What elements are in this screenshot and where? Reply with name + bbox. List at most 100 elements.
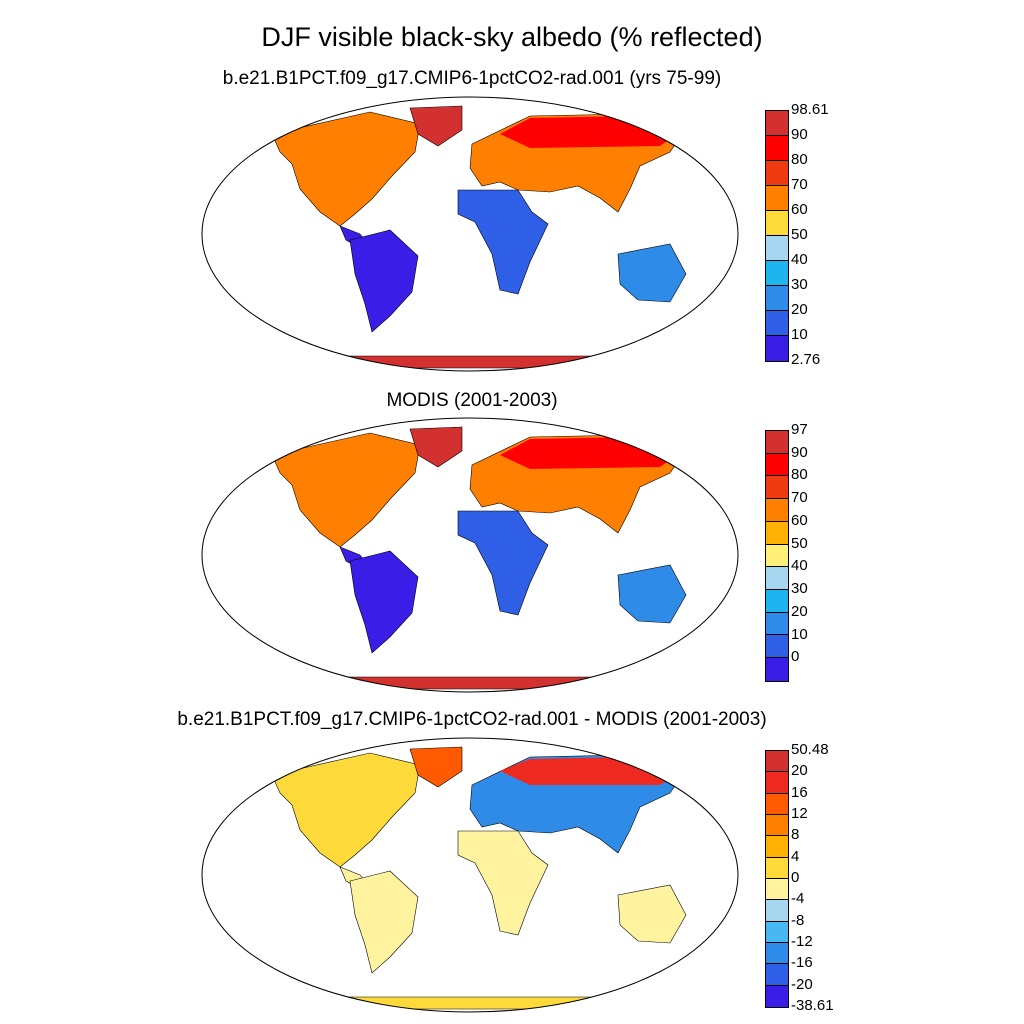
- continent-australia: [617, 243, 687, 303]
- colorbar-tick-label: 20: [791, 602, 808, 620]
- colorbar-swatch: [766, 814, 788, 837]
- colorbar-tick-label: 70: [791, 489, 808, 507]
- colorbar-swatch: [766, 567, 788, 591]
- figure-title: DJF visible black-sky albedo (% reflecte…: [261, 22, 763, 52]
- colorbar-tick-label: 20: [791, 762, 808, 780]
- colorbar-swatch: [766, 211, 788, 236]
- colorbar-swatch: [766, 111, 788, 136]
- map-boundary: [201, 96, 739, 372]
- map-boundary: [201, 737, 739, 1013]
- continent-greenland: [409, 426, 463, 468]
- colorbar-swatch: [766, 793, 788, 815]
- colorbar-swatch: [766, 336, 788, 361]
- colorbar-swatch: [766, 236, 788, 261]
- colorbar-swatch: [766, 453, 788, 477]
- colorbar-tick-label: -20: [791, 975, 813, 993]
- continent-northAmerica: [271, 752, 421, 868]
- colorbar-tick-label: 40: [791, 557, 808, 575]
- colorbar-swatch: [766, 186, 788, 211]
- colorbar-swatch: [766, 261, 788, 286]
- colorbar-swatch: [766, 635, 788, 659]
- colorbar-swatch: [766, 900, 788, 922]
- panel-1-map: [201, 96, 739, 372]
- colorbar-tick-label: 12: [791, 805, 808, 822]
- colorbar-swatch: [766, 286, 788, 311]
- colorbar-tick-label: -38.61: [791, 997, 834, 1014]
- colorbar-tick-label: 30: [791, 276, 808, 293]
- continent-northAmerica: [271, 111, 421, 227]
- colorbar-tick-label: 60: [791, 511, 808, 529]
- continent-northAmerica: [271, 432, 421, 548]
- panel-1-colorbar: [765, 110, 789, 362]
- colorbar-swatch: [766, 964, 788, 986]
- colorbar-swatch: [766, 658, 788, 681]
- colorbar-swatch: [766, 499, 788, 522]
- colorbar-tick-label: 70: [791, 176, 808, 193]
- colorbar-tick-label: 10: [791, 326, 808, 343]
- colorbar-swatch: [766, 161, 788, 186]
- continent-greenland: [409, 746, 463, 788]
- colorbar-swatch: [766, 136, 788, 161]
- panel-2-map: [201, 417, 739, 693]
- colorbar-tick-label: 30: [791, 580, 808, 598]
- panel-3-title: b.e21.B1PCT.f09_g17.CMIP6-1pctCO2-rad.00…: [177, 709, 767, 730]
- colorbar-tick-label: -16: [791, 954, 813, 972]
- continent-africa: [457, 830, 549, 936]
- colorbar-tick-label: 4: [791, 847, 800, 865]
- colorbar-swatch: [766, 751, 788, 773]
- continent-africa: [457, 510, 549, 616]
- colorbar-swatch: [766, 878, 788, 901]
- colorbar-tick-label: 50: [791, 226, 808, 243]
- colorbar-tick-label: 80: [791, 151, 808, 168]
- colorbar-tick-label: 80: [791, 466, 808, 484]
- panel-2-title: MODIS (2001-2003): [386, 390, 558, 411]
- colorbar-tick-label: 98.61: [791, 101, 829, 118]
- continent-africa: [457, 189, 549, 295]
- colorbar-tick-label: 90: [791, 443, 808, 461]
- colorbar-swatch: [766, 311, 788, 336]
- continent-australia: [617, 564, 687, 624]
- panel-1-title: b.e21.B1PCT.f09_g17.CMIP6-1pctCO2-rad.00…: [222, 68, 722, 89]
- panel-2-colorbar: [765, 430, 789, 682]
- panel-3-map: [201, 737, 739, 1013]
- colorbar-tick-label: 8: [791, 826, 800, 844]
- colorbar-tick-label: 0: [791, 869, 800, 886]
- colorbar-swatch: [766, 921, 788, 943]
- snow-band: [500, 116, 680, 148]
- colorbar-swatch: [766, 942, 788, 965]
- colorbar-tick-label: 40: [791, 251, 808, 268]
- colorbar-swatch: [766, 590, 788, 613]
- colorbar-tick-label: 50.48: [791, 741, 829, 758]
- continent-southAmerica: [349, 550, 419, 654]
- continent-antarctica: [271, 996, 669, 1010]
- colorbar-swatch: [766, 544, 788, 568]
- colorbar-tick-label: 20: [791, 301, 808, 318]
- colorbar-tick-label: 0: [791, 648, 800, 666]
- difference-band: [500, 757, 680, 785]
- colorbar-tick-label: -12: [791, 933, 813, 950]
- colorbar-swatch: [766, 612, 788, 636]
- colorbar-tick-label: 16: [791, 783, 808, 801]
- colorbar-tick-label: 2.76: [791, 351, 821, 368]
- panel-3-colorbar: [765, 750, 789, 1008]
- map-boundary: [201, 417, 739, 693]
- snow-band: [500, 437, 680, 469]
- colorbar-tick-label: 97: [791, 421, 808, 438]
- colorbar-swatch: [766, 521, 788, 545]
- colorbar-swatch: [766, 985, 788, 1007]
- continent-southAmerica: [349, 870, 419, 974]
- continent-southAmerica: [349, 229, 419, 333]
- continent-antarctica: [271, 676, 669, 690]
- colorbar-tick-label: -4: [791, 890, 805, 908]
- continent-antarctica: [271, 355, 669, 369]
- colorbar-tick-label: -8: [791, 911, 805, 929]
- colorbar-swatch: [766, 431, 788, 454]
- colorbar-tick-label: 10: [791, 625, 808, 643]
- colorbar-swatch: [766, 772, 788, 794]
- continent-australia: [617, 884, 687, 944]
- colorbar-tick-label: 60: [791, 201, 808, 218]
- colorbar-swatch: [766, 476, 788, 500]
- colorbar-swatch: [766, 836, 788, 858]
- colorbar-tick-label: 90: [791, 126, 808, 143]
- colorbar-swatch: [766, 857, 788, 879]
